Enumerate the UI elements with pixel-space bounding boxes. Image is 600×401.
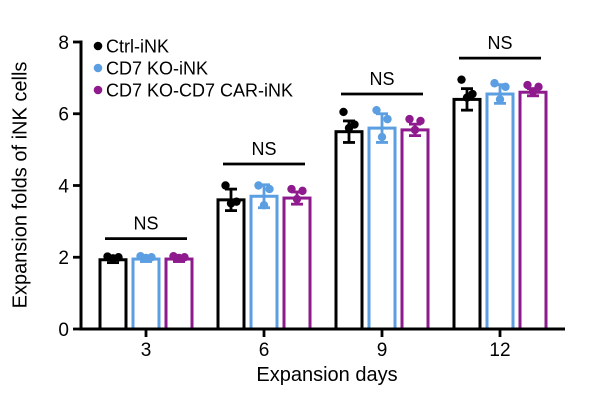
data-point bbox=[141, 253, 151, 263]
data-point bbox=[174, 253, 184, 263]
bar-CD7 KO-CD7 CAR-iNK-day-12 bbox=[518, 90, 548, 331]
y-tick-label: 2 bbox=[58, 248, 69, 269]
data-point bbox=[108, 254, 118, 263]
y-tick-label: 0 bbox=[58, 320, 69, 341]
data-point bbox=[287, 184, 296, 194]
data-point bbox=[254, 181, 263, 190]
data-point bbox=[490, 79, 499, 88]
data-point bbox=[372, 105, 381, 115]
data-point bbox=[377, 132, 387, 142]
ns-label: NS bbox=[133, 214, 158, 234]
bar-Ctrl-iNK-day-12 bbox=[452, 97, 482, 331]
bar-CD7 KO-CD7 CAR-iNK-day-9 bbox=[400, 128, 430, 331]
ns-label: NS bbox=[251, 139, 276, 159]
bar-CD7 KO-CD7 CAR-iNK-day-3 bbox=[164, 257, 194, 331]
bar-CD7 KO-iNK-day-12 bbox=[485, 92, 515, 331]
bar-CD7 KO-iNK-day-6 bbox=[249, 194, 279, 331]
y-tick-label: 4 bbox=[58, 176, 69, 197]
data-point bbox=[298, 186, 307, 196]
data-point bbox=[344, 123, 354, 133]
x-tick-label: 6 bbox=[259, 340, 270, 361]
data-point bbox=[462, 93, 472, 102]
data-point bbox=[226, 199, 236, 208]
data-point bbox=[416, 116, 425, 126]
x-tick-label: 12 bbox=[489, 340, 510, 361]
data-point bbox=[410, 125, 420, 135]
data-point bbox=[501, 82, 510, 92]
bar-Ctrl-iNK-day-9 bbox=[334, 130, 364, 331]
bar-Ctrl-iNK-day-3 bbox=[98, 258, 128, 331]
ns-label: NS bbox=[487, 33, 512, 53]
x-tick-label: 9 bbox=[377, 340, 388, 361]
legend-dot-1 bbox=[93, 41, 103, 51]
data-point bbox=[383, 114, 392, 124]
data-point bbox=[259, 201, 269, 210]
bar-Ctrl-iNK-day-6 bbox=[216, 198, 246, 331]
y-axis-label: Expansion folds of iNK cells bbox=[9, 61, 32, 309]
data-point bbox=[523, 80, 532, 90]
ns-label: NS bbox=[369, 69, 394, 89]
legend-label-2: CD7 KO-iNK bbox=[106, 58, 208, 78]
bar-CD7 KO-iNK-day-9 bbox=[367, 126, 397, 331]
bar-CD7 KO-iNK-day-3 bbox=[131, 257, 161, 331]
data-point bbox=[457, 75, 466, 84]
data-point bbox=[534, 82, 543, 92]
legend-label-3: CD7 KO-CD7 CAR-iNK bbox=[106, 80, 293, 100]
data-point bbox=[265, 184, 274, 194]
data-point bbox=[339, 107, 348, 117]
x-tick-label: 3 bbox=[141, 340, 152, 361]
x-axis-label: Expansion days bbox=[256, 364, 398, 386]
legend-dot-3 bbox=[93, 85, 103, 95]
legend-dot-2 bbox=[93, 63, 103, 73]
data-point bbox=[405, 114, 414, 124]
y-tick-label: 8 bbox=[58, 33, 69, 54]
bar-CD7 KO-CD7 CAR-iNK-day-6 bbox=[282, 196, 312, 331]
data-point bbox=[221, 181, 230, 190]
legend-label-1: Ctrl-iNK bbox=[106, 36, 169, 56]
data-point bbox=[292, 194, 302, 204]
data-point bbox=[528, 87, 538, 96]
data-point bbox=[495, 95, 505, 104]
y-tick-label: 6 bbox=[58, 105, 69, 126]
